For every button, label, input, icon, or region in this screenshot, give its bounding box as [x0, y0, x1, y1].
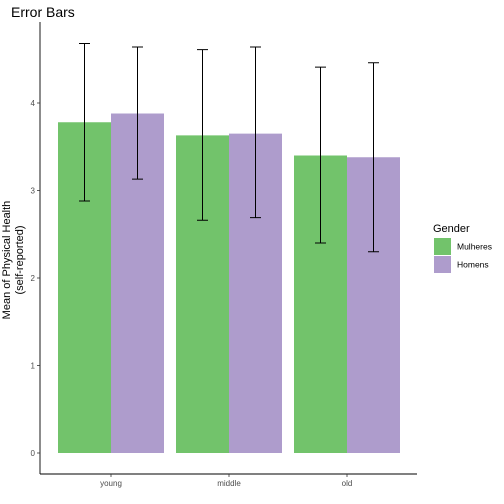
y-tick-label: 4	[31, 99, 36, 108]
plot-area	[58, 43, 400, 453]
error-bar-homens-middle	[250, 46, 261, 219]
legend-swatch	[434, 238, 451, 255]
error-bar-mulheres-old	[315, 66, 326, 244]
legend-label: Homens	[457, 260, 489, 270]
error-bar-homens-young	[132, 46, 143, 180]
legend: Gender Mulheres Homens	[433, 223, 492, 273]
legend-label: Mulheres	[457, 242, 492, 252]
error-bar-mulheres-middle	[197, 49, 208, 221]
x-tick-label: old	[342, 479, 353, 488]
chart-title: Error Bars	[11, 4, 75, 20]
x-tick-label: middle	[217, 479, 241, 488]
x-axis-ticks: young middle old	[100, 474, 352, 488]
error-bar-mulheres-young	[79, 43, 90, 202]
legend-swatch	[434, 256, 451, 273]
y-tick-label: 1	[31, 362, 36, 371]
y-axis-title: Mean of Physical Health (self-reported)	[1, 201, 26, 320]
y-axis-title-line-1: Mean of Physical Health	[1, 201, 13, 320]
y-tick-label: 2	[31, 274, 36, 283]
x-tick-label: young	[100, 479, 122, 488]
error-bar-homens-old	[368, 62, 379, 253]
y-axis-ticks: 0 1 2 3 4	[31, 99, 40, 458]
y-tick-label: 3	[31, 187, 36, 196]
y-tick-label: 0	[31, 449, 36, 458]
y-axis-title-line-2: (self-reported)	[14, 225, 26, 294]
legend-title: Gender	[433, 223, 470, 235]
